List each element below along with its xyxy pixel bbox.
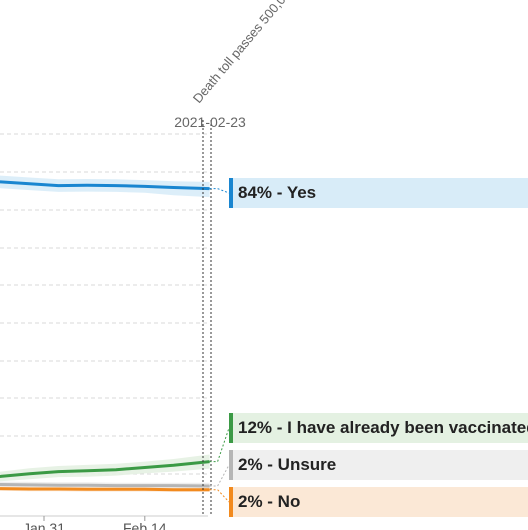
band-i-have-already-been-vaccinated — [0, 454, 210, 482]
label-connectors — [209, 188, 230, 503]
series-label-text: 12% - I have already been vaccinated — [238, 418, 528, 437]
x-axis: Jan 31 Feb 14 — [0, 515, 208, 530]
series-lines — [0, 180, 210, 492]
label-connector — [209, 464, 230, 487]
series-label-no: 2% - No — [229, 487, 528, 517]
series-line-i-have-already-been-vaccinated — [0, 460, 210, 478]
series-label-yes: 84% - Yes — [229, 178, 528, 208]
label-connector — [209, 489, 230, 503]
series-line-yes — [0, 180, 210, 191]
annotation-date: 2021-02-23 — [174, 114, 246, 130]
x-tick-label: Jan 31 — [23, 520, 65, 530]
label-connector — [209, 427, 230, 463]
series-label-i-have-already-been-vaccinated: 12% - I have already been vaccinated — [229, 413, 528, 443]
series-label-text: 84% - Yes — [238, 183, 317, 202]
series-label-text: 2% - No — [238, 492, 301, 511]
series-label-marker — [229, 450, 233, 480]
confidence-bands — [0, 175, 210, 492]
annotation-text: Death toll passes 500,000 — [190, 0, 298, 106]
series-label-text: 2% - Unsure — [238, 455, 337, 474]
label-connector — [209, 188, 230, 194]
x-tick-label: Feb 14 — [123, 520, 167, 530]
series-line-no — [0, 487, 210, 492]
series-label-marker — [229, 487, 233, 517]
series-label-marker — [229, 413, 233, 443]
series-label-marker — [229, 178, 233, 208]
series-line-unsure — [0, 482, 210, 488]
series-label-unsure: 2% - Unsure — [229, 450, 528, 480]
